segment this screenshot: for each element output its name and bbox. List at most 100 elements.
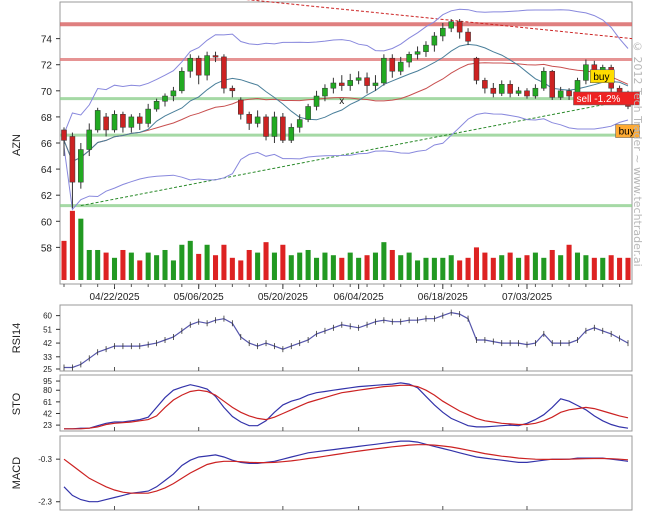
candle-body	[69, 136, 76, 183]
candle-body	[128, 116, 135, 128]
buy-marker: buy	[590, 69, 615, 84]
candle-body	[78, 149, 84, 183]
volume-bar	[423, 257, 429, 280]
volume-bar	[288, 255, 294, 280]
candle-body	[541, 70, 547, 89]
volume-bar	[356, 257, 362, 280]
indicator-tick-label: 42	[43, 409, 52, 418]
candle-body	[254, 116, 261, 124]
candle-body	[372, 82, 379, 86]
volume-bar	[204, 244, 210, 280]
volume-bar	[339, 257, 345, 280]
volume-bar	[78, 218, 84, 280]
volume-bar	[608, 255, 614, 280]
candle-body	[111, 114, 118, 131]
candle-body	[423, 44, 429, 52]
candle-body	[246, 114, 252, 124]
candle-body	[515, 90, 522, 94]
candle-body	[187, 57, 194, 72]
candle-body	[94, 110, 101, 131]
volume-bar	[482, 252, 488, 280]
price-tick-label: 74	[41, 35, 53, 46]
indicator-tick-label: 61	[43, 398, 52, 407]
candle-body	[389, 57, 396, 72]
macd-panel	[59, 435, 633, 511]
indicator-line	[64, 311, 629, 369]
sell-marker-box	[573, 91, 640, 106]
candle-body	[120, 114, 126, 128]
price-tick-label: 58	[41, 243, 53, 254]
candle-body	[263, 116, 269, 137]
volume-bar	[499, 255, 505, 280]
candle-body	[549, 70, 556, 98]
indicator-tick-label: 51	[43, 325, 52, 334]
marker-x: x	[339, 96, 344, 107]
volume-bar	[583, 255, 589, 280]
watermark: © 2012 Tech Trader ~ www.techtrader.ai	[631, 40, 644, 267]
price-series	[60, 0, 633, 211]
volume-bar	[154, 255, 160, 280]
volume-bar	[238, 260, 244, 280]
candle-body	[482, 80, 488, 89]
volume-bar	[162, 249, 168, 280]
candle-body	[145, 108, 151, 124]
buy-marker-box	[615, 124, 640, 138]
volume-bar	[196, 253, 202, 280]
candle-body	[229, 87, 236, 92]
sell-marker-label: sell -1.2%	[576, 94, 620, 105]
volume-bar	[448, 255, 454, 280]
volume-bar	[473, 247, 480, 280]
volume-bar	[95, 249, 101, 280]
price-tick-label: 66	[41, 139, 53, 150]
candle-body	[448, 21, 454, 29]
volume-bar	[69, 210, 75, 280]
macd-series	[63, 440, 629, 503]
volume-bar	[255, 252, 261, 280]
volume-bar	[145, 252, 151, 280]
candle-body	[153, 100, 160, 110]
volume-bar	[415, 260, 421, 280]
candle-body	[431, 35, 438, 46]
ma-line	[63, 62, 629, 162]
candle-body	[355, 77, 362, 81]
indicator-tick-label: 33	[43, 353, 52, 362]
candle-body	[322, 87, 328, 97]
volume-bar	[128, 252, 134, 280]
volume-bar	[297, 252, 303, 280]
volume-bar	[120, 249, 126, 280]
candle-body	[330, 82, 337, 89]
volume-bar	[61, 240, 67, 280]
candle-body	[136, 116, 143, 124]
volume-bar	[398, 255, 404, 280]
candle-body	[465, 31, 471, 42]
candle-body	[583, 64, 589, 81]
macd-axis-label: MACD	[11, 457, 23, 489]
volume-bar	[86, 249, 92, 280]
volume-bar	[280, 244, 286, 280]
candle-body	[397, 61, 404, 72]
date-tick-label: 06/18/2025	[418, 292, 468, 303]
candle-body	[566, 90, 572, 97]
buy-marker-label: buy	[593, 72, 609, 83]
candle-body	[473, 57, 480, 81]
date-tick-label: 06/04/2025	[334, 292, 384, 303]
buy-marker: buy	[615, 124, 640, 138]
volume-bar	[137, 260, 143, 280]
candle-body	[162, 95, 168, 102]
indicator-line	[63, 440, 629, 503]
candle-body	[221, 56, 227, 89]
candle-body	[406, 54, 412, 63]
upper-band	[63, 8, 629, 135]
volume-bar	[364, 255, 370, 280]
indicator-tick-label: 42	[43, 339, 52, 348]
signal-markers: x buy sell -1.2% buy	[339, 69, 640, 138]
price-axis-label: AZN	[11, 134, 23, 156]
candle-body	[305, 106, 311, 120]
candle-body	[381, 57, 387, 84]
volume-bar	[305, 249, 311, 280]
price-tick-label: 70	[41, 87, 53, 98]
volume-bar	[372, 252, 378, 280]
volume-bar	[532, 252, 538, 280]
candle-body	[532, 87, 539, 97]
date-tick-label: 05/06/2025	[174, 292, 224, 303]
